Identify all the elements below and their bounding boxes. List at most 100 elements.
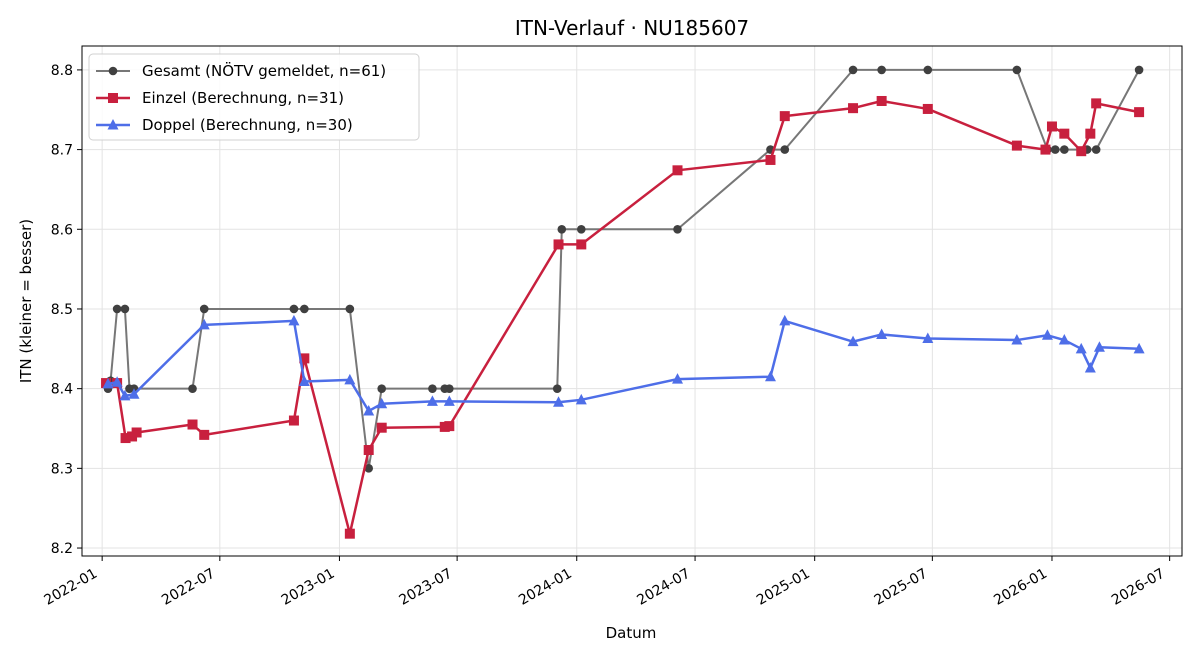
data-point — [363, 445, 374, 456]
data-point — [187, 419, 198, 430]
data-point — [1058, 334, 1070, 345]
data-point — [119, 389, 131, 401]
data-point — [298, 375, 310, 386]
data-point — [780, 145, 790, 154]
y-tick-label: 8.4 — [51, 382, 73, 398]
data-point — [120, 304, 130, 314]
data-point — [198, 318, 210, 330]
data-point — [922, 103, 933, 114]
data-point — [779, 314, 791, 326]
data-point — [1084, 361, 1096, 373]
data-point — [764, 370, 776, 382]
data-point — [847, 335, 859, 347]
data-point — [344, 528, 355, 539]
data-point — [112, 304, 122, 314]
data-point — [1076, 146, 1087, 157]
data-point — [765, 154, 776, 165]
data-point — [131, 427, 142, 438]
data-point — [923, 65, 933, 75]
data-point — [575, 393, 587, 405]
data-point — [1085, 128, 1096, 139]
data-point — [1133, 342, 1145, 354]
series-layer — [101, 65, 1145, 539]
data-point — [288, 415, 299, 426]
data-point — [1041, 329, 1053, 340]
y-tick-label: 8.5 — [51, 302, 73, 318]
y-tick-label: 8.8 — [51, 63, 73, 79]
legend-box — [88, 53, 420, 141]
data-point — [557, 224, 567, 234]
data-point — [344, 373, 356, 385]
data-point — [876, 95, 887, 106]
data-point — [553, 396, 565, 407]
data-point — [552, 384, 562, 393]
data-point — [288, 314, 300, 326]
plot-frame — [81, 45, 1183, 557]
data-point — [576, 224, 586, 234]
data-point — [1011, 140, 1022, 151]
data-point — [877, 65, 886, 75]
data-point — [1091, 145, 1101, 154]
data-point — [1075, 342, 1087, 354]
data-point — [426, 395, 438, 406]
data-point — [428, 384, 437, 393]
legend-label: Gesamt (NÖTV gemeldet, n=61) — [142, 61, 386, 80]
data-point — [848, 103, 859, 114]
data-point — [553, 239, 564, 250]
data-point — [376, 422, 387, 433]
data-point — [1134, 107, 1145, 118]
data-point — [445, 384, 454, 393]
legend-marker — [107, 119, 119, 130]
data-point — [672, 165, 683, 176]
data-point — [345, 304, 355, 314]
y-tick-label: 8.2 — [51, 541, 73, 557]
data-point — [299, 353, 310, 364]
legend-item: Einzel (Berechnung, n=31) — [96, 89, 344, 107]
data-point — [1060, 145, 1069, 154]
data-point — [1046, 121, 1057, 132]
data-point — [199, 304, 209, 314]
data-point — [876, 328, 888, 339]
data-point — [376, 397, 388, 409]
data-point — [443, 395, 455, 406]
data-point — [1011, 334, 1023, 345]
data-point — [672, 373, 684, 384]
data-point — [444, 421, 455, 432]
data-point — [120, 433, 131, 444]
legend-label: Doppel (Berechnung, n=30) — [142, 116, 353, 134]
y-tick-label: 8.7 — [51, 143, 73, 159]
data-point — [779, 111, 790, 122]
data-point — [188, 384, 197, 393]
data-point — [1050, 145, 1060, 154]
data-point — [576, 239, 587, 250]
data-point — [1093, 341, 1105, 352]
data-point — [673, 224, 682, 234]
legend-item: Gesamt (NÖTV gemeldet, n=61) — [96, 61, 386, 80]
data-point — [289, 304, 299, 314]
y-tick-label: 8.6 — [51, 222, 73, 238]
data-point — [848, 65, 858, 75]
series-line — [107, 68, 1140, 470]
legend: Gesamt (NÖTV gemeldet, n=61) Einzel (Bere… — [88, 53, 420, 141]
data-point — [1040, 144, 1051, 155]
legend-label: Einzel (Berechnung, n=31) — [142, 89, 344, 107]
data-point — [1091, 98, 1102, 109]
data-point — [922, 332, 934, 343]
data-point — [111, 376, 123, 387]
data-point — [1012, 65, 1022, 75]
legend-item: Doppel (Berechnung, n=30) — [96, 116, 353, 134]
series-2 — [101, 95, 1145, 539]
data-point — [1059, 128, 1070, 139]
y-tick-label: 8.3 — [51, 461, 73, 477]
data-point — [199, 429, 210, 440]
x-axis-label: Datum — [606, 624, 657, 642]
data-point — [128, 388, 140, 399]
data-point — [1134, 65, 1144, 75]
y-axis-label: ITN (kleiner = besser) — [17, 219, 35, 383]
data-point — [102, 377, 114, 389]
legend-marker — [108, 93, 118, 103]
data-point — [300, 304, 309, 314]
data-point — [363, 404, 375, 416]
data-point — [364, 464, 374, 473]
